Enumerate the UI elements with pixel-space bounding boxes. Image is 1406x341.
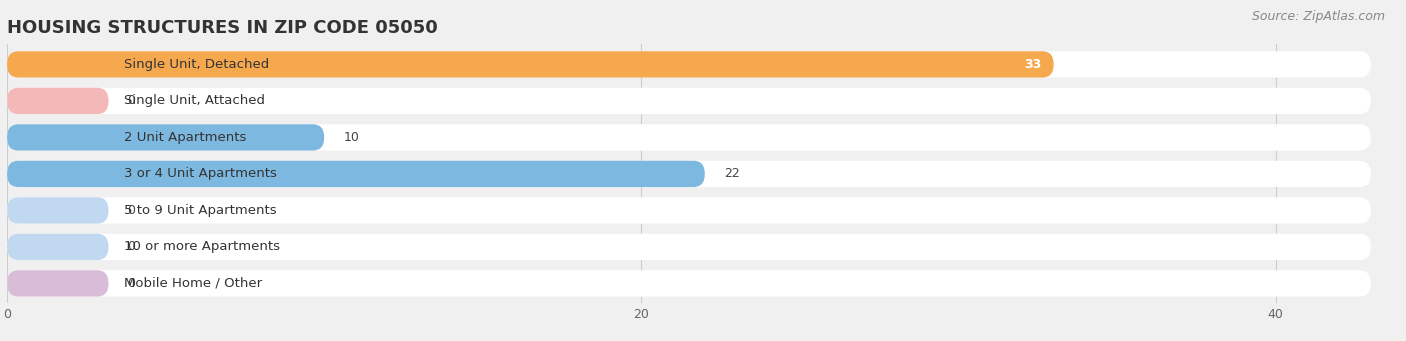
Text: 5 to 9 Unit Apartments: 5 to 9 Unit Apartments [124, 204, 277, 217]
Text: Mobile Home / Other: Mobile Home / Other [124, 277, 263, 290]
FancyBboxPatch shape [7, 161, 1371, 187]
FancyBboxPatch shape [7, 51, 1053, 77]
FancyBboxPatch shape [7, 88, 108, 114]
Text: Single Unit, Detached: Single Unit, Detached [124, 58, 270, 71]
FancyBboxPatch shape [7, 51, 1371, 77]
Text: 0: 0 [128, 240, 135, 253]
Text: 0: 0 [128, 94, 135, 107]
Text: 33: 33 [1024, 58, 1040, 71]
FancyBboxPatch shape [7, 197, 1371, 224]
FancyBboxPatch shape [7, 270, 1371, 297]
Text: 0: 0 [128, 204, 135, 217]
Text: 22: 22 [724, 167, 740, 180]
Text: Single Unit, Attached: Single Unit, Attached [124, 94, 266, 107]
FancyBboxPatch shape [7, 124, 1371, 150]
Text: 2 Unit Apartments: 2 Unit Apartments [124, 131, 247, 144]
Text: Source: ZipAtlas.com: Source: ZipAtlas.com [1251, 10, 1385, 23]
Text: 10 or more Apartments: 10 or more Apartments [124, 240, 280, 253]
FancyBboxPatch shape [7, 88, 1371, 114]
Text: HOUSING STRUCTURES IN ZIP CODE 05050: HOUSING STRUCTURES IN ZIP CODE 05050 [7, 19, 437, 37]
Text: 3 or 4 Unit Apartments: 3 or 4 Unit Apartments [124, 167, 277, 180]
Text: 10: 10 [343, 131, 359, 144]
FancyBboxPatch shape [7, 234, 108, 260]
FancyBboxPatch shape [7, 234, 1371, 260]
FancyBboxPatch shape [7, 197, 108, 224]
FancyBboxPatch shape [7, 161, 704, 187]
FancyBboxPatch shape [7, 270, 108, 297]
Text: 0: 0 [128, 277, 135, 290]
FancyBboxPatch shape [7, 124, 325, 150]
